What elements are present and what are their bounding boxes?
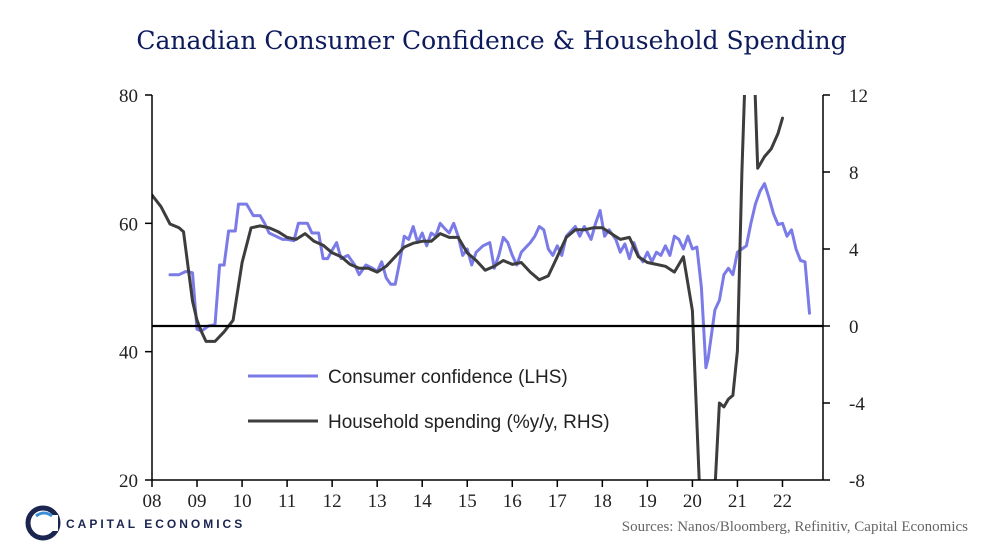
x-tick-label-16: 16	[503, 491, 522, 512]
capital-economics-logo: CAPITAL ECONOMICS	[25, 505, 245, 541]
x-tick-label-18: 18	[593, 491, 612, 512]
brand-name: CAPITAL ECONOMICS	[66, 517, 245, 531]
sources-note: Sources: Nanos/Bloomberg, Refinitiv, Cap…	[622, 519, 968, 535]
right-tick-label--4: -4	[849, 394, 865, 415]
x-tick-label-20: 20	[683, 491, 702, 512]
chart-title: Canadian Consumer Confidence & Household…	[136, 26, 847, 55]
left-tick-label-40: 40	[119, 343, 138, 364]
x-tick-label-11: 11	[278, 491, 296, 512]
x-tick-label-08: 08	[143, 491, 162, 512]
right-tick-label-4: 4	[849, 240, 859, 261]
x-tick-label-21: 21	[728, 491, 747, 512]
legend-label-consumer-confidence: Consumer confidence (LHS)	[328, 367, 568, 388]
right-tick-label--8: -8	[849, 471, 865, 492]
left-tick-label-80: 80	[119, 86, 138, 107]
legend: Consumer confidence (LHS) Household spen…	[248, 367, 610, 433]
right-tick-label-0: 0	[849, 317, 859, 338]
legend-label-household-spending: Household spending (%y/y, RHS)	[328, 412, 610, 433]
x-tick-label-17: 17	[548, 491, 567, 512]
x-tick-label-09: 09	[188, 491, 207, 512]
series-layer	[152, 95, 811, 480]
x-tick-label-19: 19	[638, 491, 657, 512]
left-axis: 20 40 60 80	[119, 86, 152, 492]
x-axis: 08 09 10 11 12 13 14 15 16 17 18 19 20 21 22	[143, 480, 792, 512]
right-tick-label-8: 8	[849, 163, 859, 184]
left-tick-label-20: 20	[119, 471, 138, 492]
x-tick-label-13: 13	[368, 491, 387, 512]
series-line-household-spending	[152, 95, 784, 480]
left-tick-label-60: 60	[119, 214, 138, 235]
x-tick-label-10: 10	[233, 491, 252, 512]
x-tick-label-14: 14	[413, 491, 433, 512]
x-tick-label-15: 15	[458, 491, 477, 512]
x-tick-label-22: 22	[773, 491, 792, 512]
series-line-consumer-confidence	[168, 182, 811, 370]
right-tick-label-12: 12	[849, 86, 868, 107]
x-tick-label-12: 12	[323, 491, 342, 512]
right-axis: -8 -4 0 4 8 12	[823, 86, 868, 492]
